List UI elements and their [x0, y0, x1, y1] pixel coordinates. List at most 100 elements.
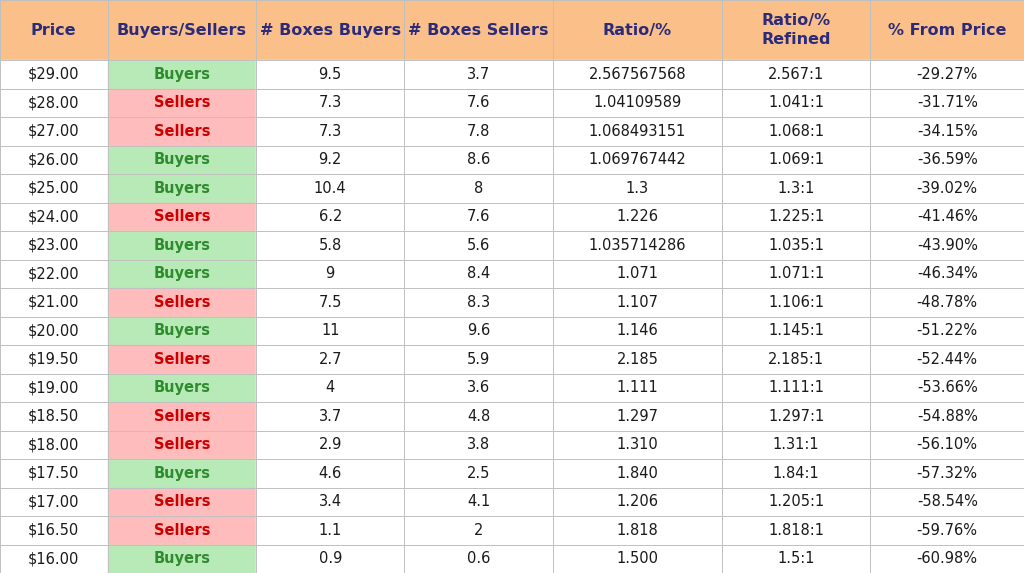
Bar [256, 288, 404, 316]
Bar [108, 203, 256, 231]
Text: Sellers: Sellers [154, 494, 210, 509]
Bar [0, 402, 108, 430]
Text: 0.6: 0.6 [467, 551, 490, 566]
Bar [0, 316, 108, 345]
Bar [108, 89, 256, 117]
Text: 11: 11 [321, 323, 340, 338]
Bar [553, 374, 722, 402]
Text: $16.00: $16.00 [28, 551, 80, 566]
Bar [553, 459, 722, 488]
Bar [256, 316, 404, 345]
Text: 1.5:1: 1.5:1 [777, 551, 815, 566]
Text: $20.00: $20.00 [28, 323, 80, 338]
Text: $21.00: $21.00 [28, 295, 80, 310]
Bar [870, 203, 1024, 231]
Text: 1.818:1: 1.818:1 [768, 523, 824, 538]
Bar [108, 345, 256, 374]
Text: 1.04109589: 1.04109589 [593, 95, 682, 111]
Bar [0, 516, 108, 544]
Text: 1.068:1: 1.068:1 [768, 124, 824, 139]
Bar [870, 488, 1024, 516]
Text: 3.7: 3.7 [318, 409, 342, 424]
Bar [722, 430, 870, 459]
Bar [870, 231, 1024, 260]
Bar [553, 60, 722, 89]
Text: 4.8: 4.8 [467, 409, 490, 424]
Text: 2.567567568: 2.567567568 [589, 67, 686, 82]
Bar [404, 345, 553, 374]
Bar [870, 402, 1024, 430]
Bar [0, 459, 108, 488]
Bar [870, 288, 1024, 316]
Text: Sellers: Sellers [154, 209, 210, 225]
Text: 3.8: 3.8 [467, 437, 490, 452]
Text: 9.5: 9.5 [318, 67, 342, 82]
Text: Buyers/Sellers: Buyers/Sellers [117, 22, 247, 38]
Bar [870, 544, 1024, 573]
Bar [404, 488, 553, 516]
Text: 1.069767442: 1.069767442 [589, 152, 686, 167]
Text: 8.4: 8.4 [467, 266, 490, 281]
Text: Sellers: Sellers [154, 409, 210, 424]
Text: 2.185:1: 2.185:1 [768, 352, 824, 367]
Bar [553, 174, 722, 203]
Bar [108, 516, 256, 544]
Bar [108, 146, 256, 174]
Text: 3.7: 3.7 [467, 67, 490, 82]
Text: 1.3: 1.3 [626, 181, 649, 196]
Bar [553, 345, 722, 374]
Text: 8: 8 [474, 181, 483, 196]
Text: 5.9: 5.9 [467, 352, 490, 367]
Bar [722, 231, 870, 260]
Text: $25.00: $25.00 [28, 181, 80, 196]
Bar [108, 544, 256, 573]
Bar [256, 374, 404, 402]
Text: 1.226: 1.226 [616, 209, 658, 225]
Text: Buyers: Buyers [154, 152, 210, 167]
Bar [108, 374, 256, 402]
Text: $24.00: $24.00 [28, 209, 80, 225]
Text: -54.88%: -54.88% [916, 409, 978, 424]
Text: -52.44%: -52.44% [916, 352, 978, 367]
Bar [870, 260, 1024, 288]
Bar [870, 316, 1024, 345]
Bar [256, 516, 404, 544]
Bar [722, 316, 870, 345]
Text: 1.071:1: 1.071:1 [768, 266, 824, 281]
Text: $22.00: $22.00 [28, 266, 80, 281]
Bar [0, 374, 108, 402]
Bar [0, 146, 108, 174]
Bar [553, 288, 722, 316]
Text: 2: 2 [474, 523, 483, 538]
Bar [108, 459, 256, 488]
Text: 7.5: 7.5 [318, 295, 342, 310]
Bar [0, 117, 108, 146]
Text: 5.8: 5.8 [318, 238, 342, 253]
Text: 1.818: 1.818 [616, 523, 658, 538]
Text: 7.6: 7.6 [467, 209, 490, 225]
Bar [256, 488, 404, 516]
Text: -57.32%: -57.32% [916, 466, 978, 481]
Bar [404, 459, 553, 488]
Bar [553, 516, 722, 544]
Text: Ratio/%
Refined: Ratio/% Refined [762, 13, 830, 48]
Bar [0, 488, 108, 516]
Bar [553, 203, 722, 231]
Text: Sellers: Sellers [154, 523, 210, 538]
Text: 1.068493151: 1.068493151 [589, 124, 686, 139]
Bar [870, 89, 1024, 117]
Bar [404, 430, 553, 459]
Text: $28.00: $28.00 [28, 95, 80, 111]
Text: -53.66%: -53.66% [916, 380, 978, 395]
Bar [108, 488, 256, 516]
Bar [0, 544, 108, 573]
Bar [0, 430, 108, 459]
Text: 4.6: 4.6 [318, 466, 342, 481]
Text: $17.50: $17.50 [28, 466, 80, 481]
Text: 1.035:1: 1.035:1 [768, 238, 824, 253]
Bar [870, 345, 1024, 374]
Bar [404, 89, 553, 117]
Text: Buyers: Buyers [154, 67, 210, 82]
Text: 1.041:1: 1.041:1 [768, 95, 824, 111]
Text: -31.71%: -31.71% [916, 95, 978, 111]
